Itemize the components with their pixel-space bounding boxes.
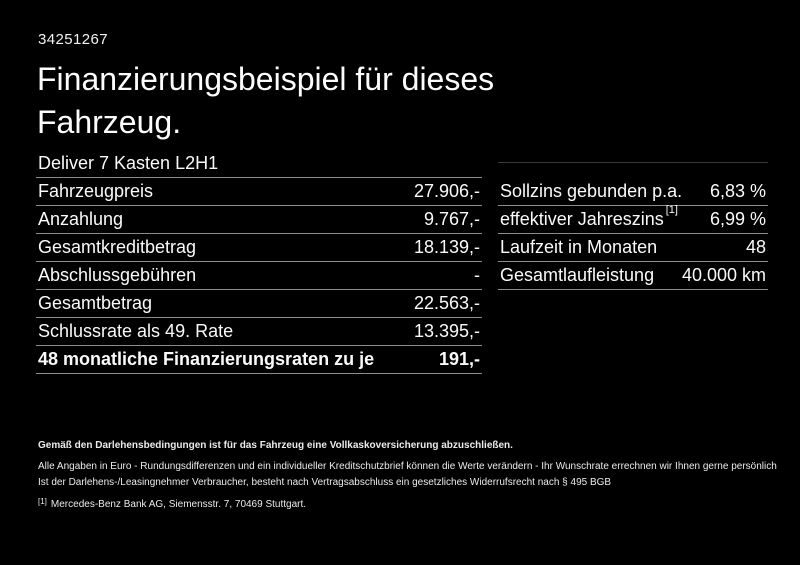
row-value: 9.767,- xyxy=(423,209,480,229)
bank-footnote: [1] Mercedes-Benz Bank AG, Siemensstr. 7,… xyxy=(38,497,778,513)
footnote-text: Mercedes-Benz Bank AG, Siemensstr. 7, 70… xyxy=(50,499,307,510)
listing-id: 34251267 xyxy=(38,31,108,48)
condition-row-term-months: Laufzeit in Monaten 48 xyxy=(498,234,768,262)
row-value: 40.000 km xyxy=(681,265,766,285)
row-label: Sollzins gebunden p.a. xyxy=(500,181,683,201)
row-label: Laufzeit in Monaten xyxy=(500,237,658,257)
vehicle-name: Deliver 7 Kasten L2H1 xyxy=(38,153,219,173)
insurance-requirement-note: Gemäß den Darlehensbedingungen ist für d… xyxy=(38,440,513,451)
row-value: 191,- xyxy=(438,349,480,369)
condition-row-total-mileage: Gesamtlaufleistung 40.000 km xyxy=(498,262,768,290)
disclaimer-line: Alle Angaben in Euro - Rundungsdifferenz… xyxy=(38,461,777,472)
vehicle-name-row: Deliver 7 Kasten L2H1 xyxy=(36,150,482,178)
finance-row-vehicle-price: Fahrzeugpreis 27.906,- xyxy=(36,178,482,206)
finance-table: Deliver 7 Kasten L2H1 Fahrzeugpreis 27.9… xyxy=(36,150,482,374)
row-label: Gesamtkreditbetrag xyxy=(38,237,197,257)
page-title: Finanzierungsbeispiel für dieses Fahrzeu… xyxy=(37,61,495,140)
row-label: effektiver Jahreszins [1] xyxy=(500,204,678,230)
finance-row-final-installment: Schlussrate als 49. Rate 13.395,- xyxy=(36,318,482,346)
row-value: 18.139,- xyxy=(413,237,480,257)
withdrawal-right-line: Ist der Darlehens-/Leasingnehmer Verbrau… xyxy=(38,477,612,488)
row-label: Schlussrate als 49. Rate xyxy=(38,321,234,341)
finance-row-total-amount: Gesamtbetrag 22.563,- xyxy=(36,290,482,318)
condition-row-effective-rate: effektiver Jahreszins [1] 6,99 % xyxy=(498,204,768,234)
finance-row-monthly-rate: 48 monatliche Finanzierungsraten zu je 1… xyxy=(36,346,482,374)
row-label: Gesamtbetrag xyxy=(38,293,153,313)
condition-row-borrowing-rate: Sollzins gebunden p.a. 6,83 % xyxy=(498,178,768,206)
footnote-marker: [1] xyxy=(38,497,47,506)
finance-row-total-credit: Gesamtkreditbetrag 18.139,- xyxy=(36,234,482,262)
conditions-table: Sollzins gebunden p.a. 6,83 % effektiver… xyxy=(498,162,768,290)
row-label: 48 monatliche Finanzierungsraten zu je xyxy=(38,349,375,369)
legal-footer: Gemäß den Darlehensbedingungen ist für d… xyxy=(38,438,778,513)
row-value: 13.395,- xyxy=(413,321,480,341)
row-label: Abschlussgebühren xyxy=(38,265,197,285)
row-label: Fahrzeugpreis xyxy=(38,181,154,201)
row-value: 48 xyxy=(745,237,766,257)
footnote-ref: [1] xyxy=(665,204,678,216)
row-label: Anzahlung xyxy=(38,209,124,229)
row-value: 6,83 % xyxy=(709,181,766,201)
finance-row-down-payment: Anzahlung 9.767,- xyxy=(36,206,482,234)
row-value: 22.563,- xyxy=(413,293,480,313)
row-label: Gesamtlaufleistung xyxy=(500,265,655,285)
finance-row-closing-fees: Abschlussgebühren - xyxy=(36,262,482,290)
row-value: 27.906,- xyxy=(413,181,480,201)
row-value: - xyxy=(474,265,480,285)
row-value: 6,99 % xyxy=(709,209,766,229)
